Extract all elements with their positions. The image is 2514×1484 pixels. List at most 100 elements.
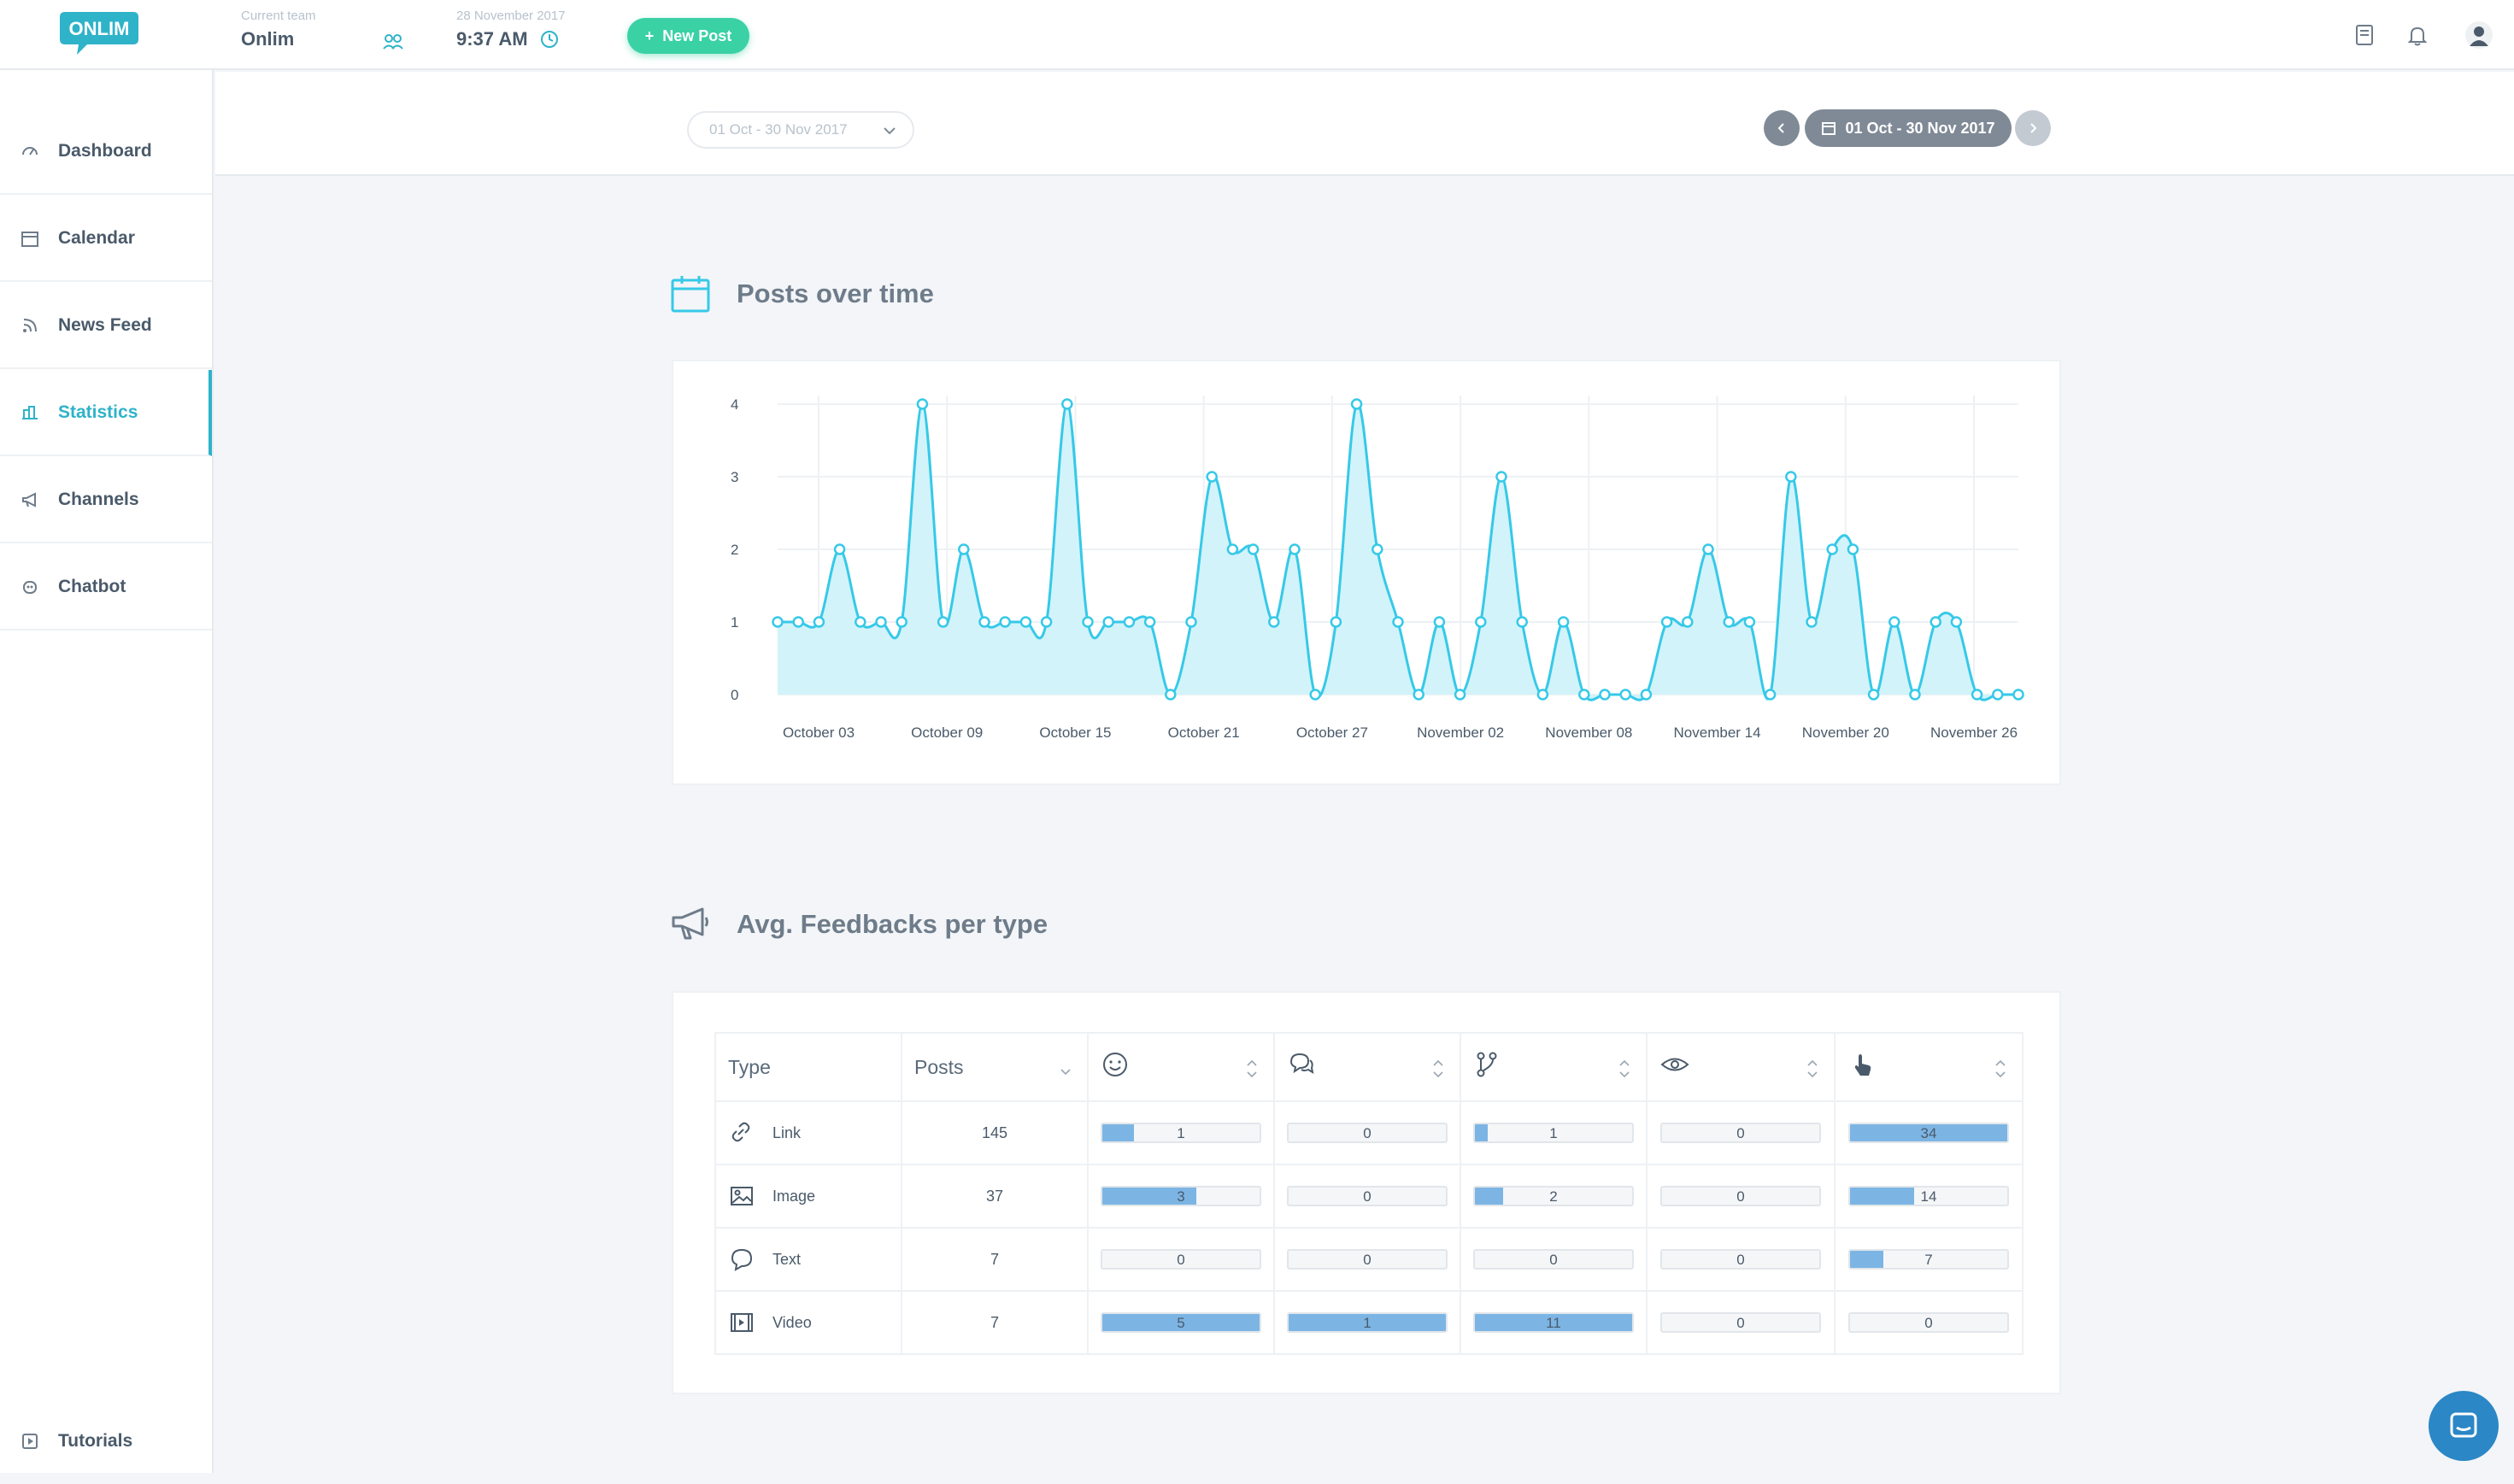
data-point [1392,616,1404,628]
data-point [1930,616,1941,628]
feedback-cell: 3 [1087,1164,1275,1229]
data-point [1640,689,1653,701]
feedback-value: 0 [1736,1188,1745,1205]
play-icon [22,1433,38,1449]
statistics-icon [22,405,38,419]
feedback-value: 0 [1924,1315,1933,1331]
megaphone-icon [22,491,36,507]
x-tick-label: October 15 [1039,724,1111,741]
new-post-label: New Post [662,26,732,44]
y-tick-label: 2 [731,542,738,558]
sidebar-item-label: Chatbot [58,576,126,596]
data-point [958,543,970,555]
selected-range-label: 01 Oct - 30 Nov 2017 [1845,119,1995,137]
team-switch-icon[interactable] [381,31,405,51]
data-point [1309,689,1321,701]
data-point [772,616,784,628]
feedback-cell: 0 [1646,1100,1836,1165]
sort-icon [1995,1059,2006,1078]
bell-icon[interactable] [2405,22,2430,48]
sidebar-item-calendar[interactable]: Calendar [0,196,212,282]
posts-cell: 7 [901,1290,1089,1355]
link-icon [731,1122,750,1142]
chevron-right-icon [2030,123,2037,133]
calendar-icon [21,231,38,247]
date-label: 28 November 2017 [456,9,566,23]
previous-range-button[interactable] [1764,110,1800,146]
column-header-clicks[interactable] [1834,1032,2024,1102]
posts-cell: 7 [901,1227,1089,1292]
onlim-logo[interactable]: ONLIM [58,9,140,56]
chat-launcher-button[interactable] [2429,1391,2499,1461]
type-label: Link [772,1123,802,1141]
sidebar-item-chatbot[interactable]: Chatbot [0,544,212,631]
selected-range-pill[interactable]: 01 Oct - 30 Nov 2017 [1805,109,2012,147]
column-header-posts[interactable]: Posts [901,1032,1089,1102]
data-point [1909,689,1921,701]
rss-icon [23,318,37,332]
column-header-comments[interactable] [1273,1032,1461,1102]
sidebar-item-channels[interactable]: Channels [0,457,212,543]
feedback-cell: 1 [1087,1100,1275,1165]
data-point [875,616,887,628]
avatar[interactable] [2464,21,2493,50]
data-point [1557,616,1570,628]
feedback-bar: 2 [1473,1186,1634,1206]
posts-over-time-chart: 0 1 2 3 4 October 03 October 09 October 15 Octob… [731,396,2024,741]
column-header-reactions[interactable] [1087,1032,1275,1102]
eye-icon [1660,1058,1689,1071]
sidebar-item-news-feed[interactable]: News Feed [0,283,212,369]
column-header-shares[interactable] [1460,1032,1648,1102]
feedback-bar-fill [1475,1124,1488,1141]
sidebar-item-statistics[interactable]: Statistics [0,370,212,456]
feedback-cell: 0 [1646,1164,1836,1229]
feedback-cell: 0 [1273,1227,1461,1292]
data-point [1992,689,2004,701]
feedback-cell: 0 [1460,1227,1648,1292]
section-title: Posts over time [737,279,934,308]
feedback-bar-fill [1850,1188,1915,1205]
data-point [1123,616,1136,628]
x-tick-label: October 09 [911,724,983,741]
data-point [1330,616,1342,628]
feedback-bar: 14 [1848,1186,2009,1206]
feedback-bar: 0 [1287,1123,1448,1143]
feedback-bar-fill [1475,1188,1504,1205]
feedback-bar: 0 [1848,1312,2009,1333]
sidebar-item-tutorials[interactable]: Tutorials [0,1398,212,1484]
column-header-views[interactable] [1646,1032,1836,1102]
new-post-button[interactable]: + New Post [627,18,749,54]
share-icon [1477,1052,1497,1077]
data-point [1826,543,1838,555]
data-point [833,543,846,555]
feedback-bar: 34 [1848,1123,2009,1143]
data-point [1433,616,1446,628]
table-row: Video 7 5 1 11 0 0 [714,1290,2024,1355]
feedback-cell: 34 [1834,1100,2024,1165]
sidebar-item-dashboard[interactable]: Dashboard [0,109,212,195]
data-point [1619,689,1631,701]
feedback-value: 1 [1363,1315,1372,1331]
data-point [1082,616,1094,628]
feedback-cell: 11 [1460,1290,1648,1355]
x-tick-label: October 27 [1296,724,1368,741]
feedback-table: Type Posts [714,1032,2024,1355]
megaphone-icon [672,907,708,940]
sort-icon [1433,1059,1443,1078]
date-range-select[interactable]: 01 Oct - 30 Nov 2017 [687,111,914,149]
type-cell: Video [714,1290,902,1355]
top-bar: ONLIM Current team Onlim 28 November 201… [0,0,2514,70]
data-point [855,616,866,628]
type-cell: Image [714,1164,902,1229]
table-header-row: Type Posts [714,1032,2024,1102]
book-icon[interactable] [2352,22,2377,48]
data-point [1165,689,1177,701]
x-tick-label: October 21 [1168,724,1240,741]
smiley-icon [1103,1053,1127,1076]
x-tick-label: November 02 [1417,724,1504,741]
sidebar-item-label: News Feed [58,314,152,335]
column-header-type[interactable]: Type [714,1032,902,1102]
data-point [1785,471,1797,483]
team-label: Current team [241,9,316,23]
next-range-button[interactable] [2015,110,2051,146]
